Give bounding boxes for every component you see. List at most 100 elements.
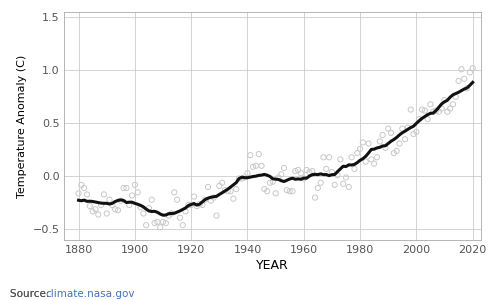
Point — [195, 202, 203, 206]
Point — [387, 130, 395, 135]
Point — [401, 137, 409, 142]
Point — [80, 186, 88, 190]
Point — [438, 106, 446, 111]
Point — [120, 186, 127, 190]
Point — [156, 225, 164, 230]
Point — [255, 152, 263, 157]
Point — [111, 207, 119, 212]
Point — [83, 192, 91, 197]
Point — [94, 212, 102, 217]
Point — [404, 125, 412, 130]
Point — [77, 182, 85, 187]
Point — [221, 188, 229, 193]
Point — [328, 170, 336, 175]
Point — [381, 145, 389, 150]
Point — [263, 189, 271, 194]
Point — [393, 148, 401, 153]
Point — [249, 164, 257, 169]
Point — [103, 211, 111, 216]
Point — [247, 153, 254, 158]
Point — [187, 202, 195, 207]
Point — [286, 189, 294, 194]
Point — [308, 169, 316, 173]
Point — [311, 195, 319, 200]
Point — [370, 161, 378, 166]
Point — [212, 213, 220, 218]
Point — [415, 117, 423, 122]
Point — [136, 205, 144, 209]
Point — [123, 186, 130, 190]
Point — [86, 204, 94, 208]
Point — [446, 106, 454, 111]
Point — [190, 194, 198, 199]
Point — [449, 102, 457, 107]
Point — [443, 109, 451, 114]
Point — [418, 107, 426, 112]
Point — [421, 108, 429, 113]
Point — [306, 170, 313, 175]
Point — [269, 179, 277, 184]
Point — [348, 155, 356, 160]
Point — [277, 172, 285, 177]
Point — [362, 159, 370, 164]
Point — [170, 190, 178, 195]
Point — [353, 151, 361, 155]
Point — [224, 189, 232, 194]
Point — [215, 184, 223, 188]
Point — [373, 155, 381, 160]
Point — [185, 202, 192, 207]
Y-axis label: Temperature Anomaly (C): Temperature Anomaly (C) — [17, 54, 27, 198]
Point — [176, 215, 184, 220]
Point — [390, 151, 398, 155]
Point — [430, 109, 437, 114]
Point — [412, 129, 420, 134]
Point — [201, 197, 209, 202]
Point — [198, 202, 206, 207]
Point — [440, 98, 448, 102]
Point — [457, 67, 465, 72]
Point — [334, 173, 342, 178]
Point — [319, 155, 327, 160]
Point — [378, 133, 386, 137]
Point — [252, 164, 260, 168]
Point — [395, 141, 403, 146]
Point — [376, 139, 384, 144]
Point — [153, 220, 161, 224]
Point — [280, 166, 288, 170]
Point — [91, 207, 99, 212]
Point — [384, 126, 392, 131]
Point — [114, 208, 122, 213]
Point — [100, 192, 108, 197]
Point — [351, 167, 359, 171]
X-axis label: YEAR: YEAR — [256, 259, 289, 272]
Point — [316, 180, 324, 185]
Point — [432, 108, 440, 113]
Point — [398, 126, 406, 131]
Point — [182, 209, 189, 214]
Point — [230, 196, 238, 201]
Point — [303, 168, 310, 172]
Point — [359, 140, 367, 145]
Point — [274, 175, 282, 180]
Point — [131, 182, 139, 187]
Point — [452, 94, 460, 99]
Point — [322, 167, 330, 171]
Point — [162, 220, 170, 225]
Point — [336, 157, 344, 162]
Point — [97, 202, 105, 207]
Point — [232, 187, 240, 191]
Point — [179, 223, 186, 228]
Point — [469, 66, 477, 70]
Point — [193, 204, 201, 208]
Point — [148, 197, 156, 202]
Point — [331, 182, 339, 187]
Point — [314, 186, 322, 190]
Point — [297, 171, 305, 176]
Point — [74, 191, 82, 196]
Point — [159, 220, 167, 224]
Point — [325, 155, 333, 160]
Point — [139, 211, 147, 216]
Point — [235, 176, 243, 181]
Point — [168, 211, 176, 216]
Point — [365, 141, 372, 146]
